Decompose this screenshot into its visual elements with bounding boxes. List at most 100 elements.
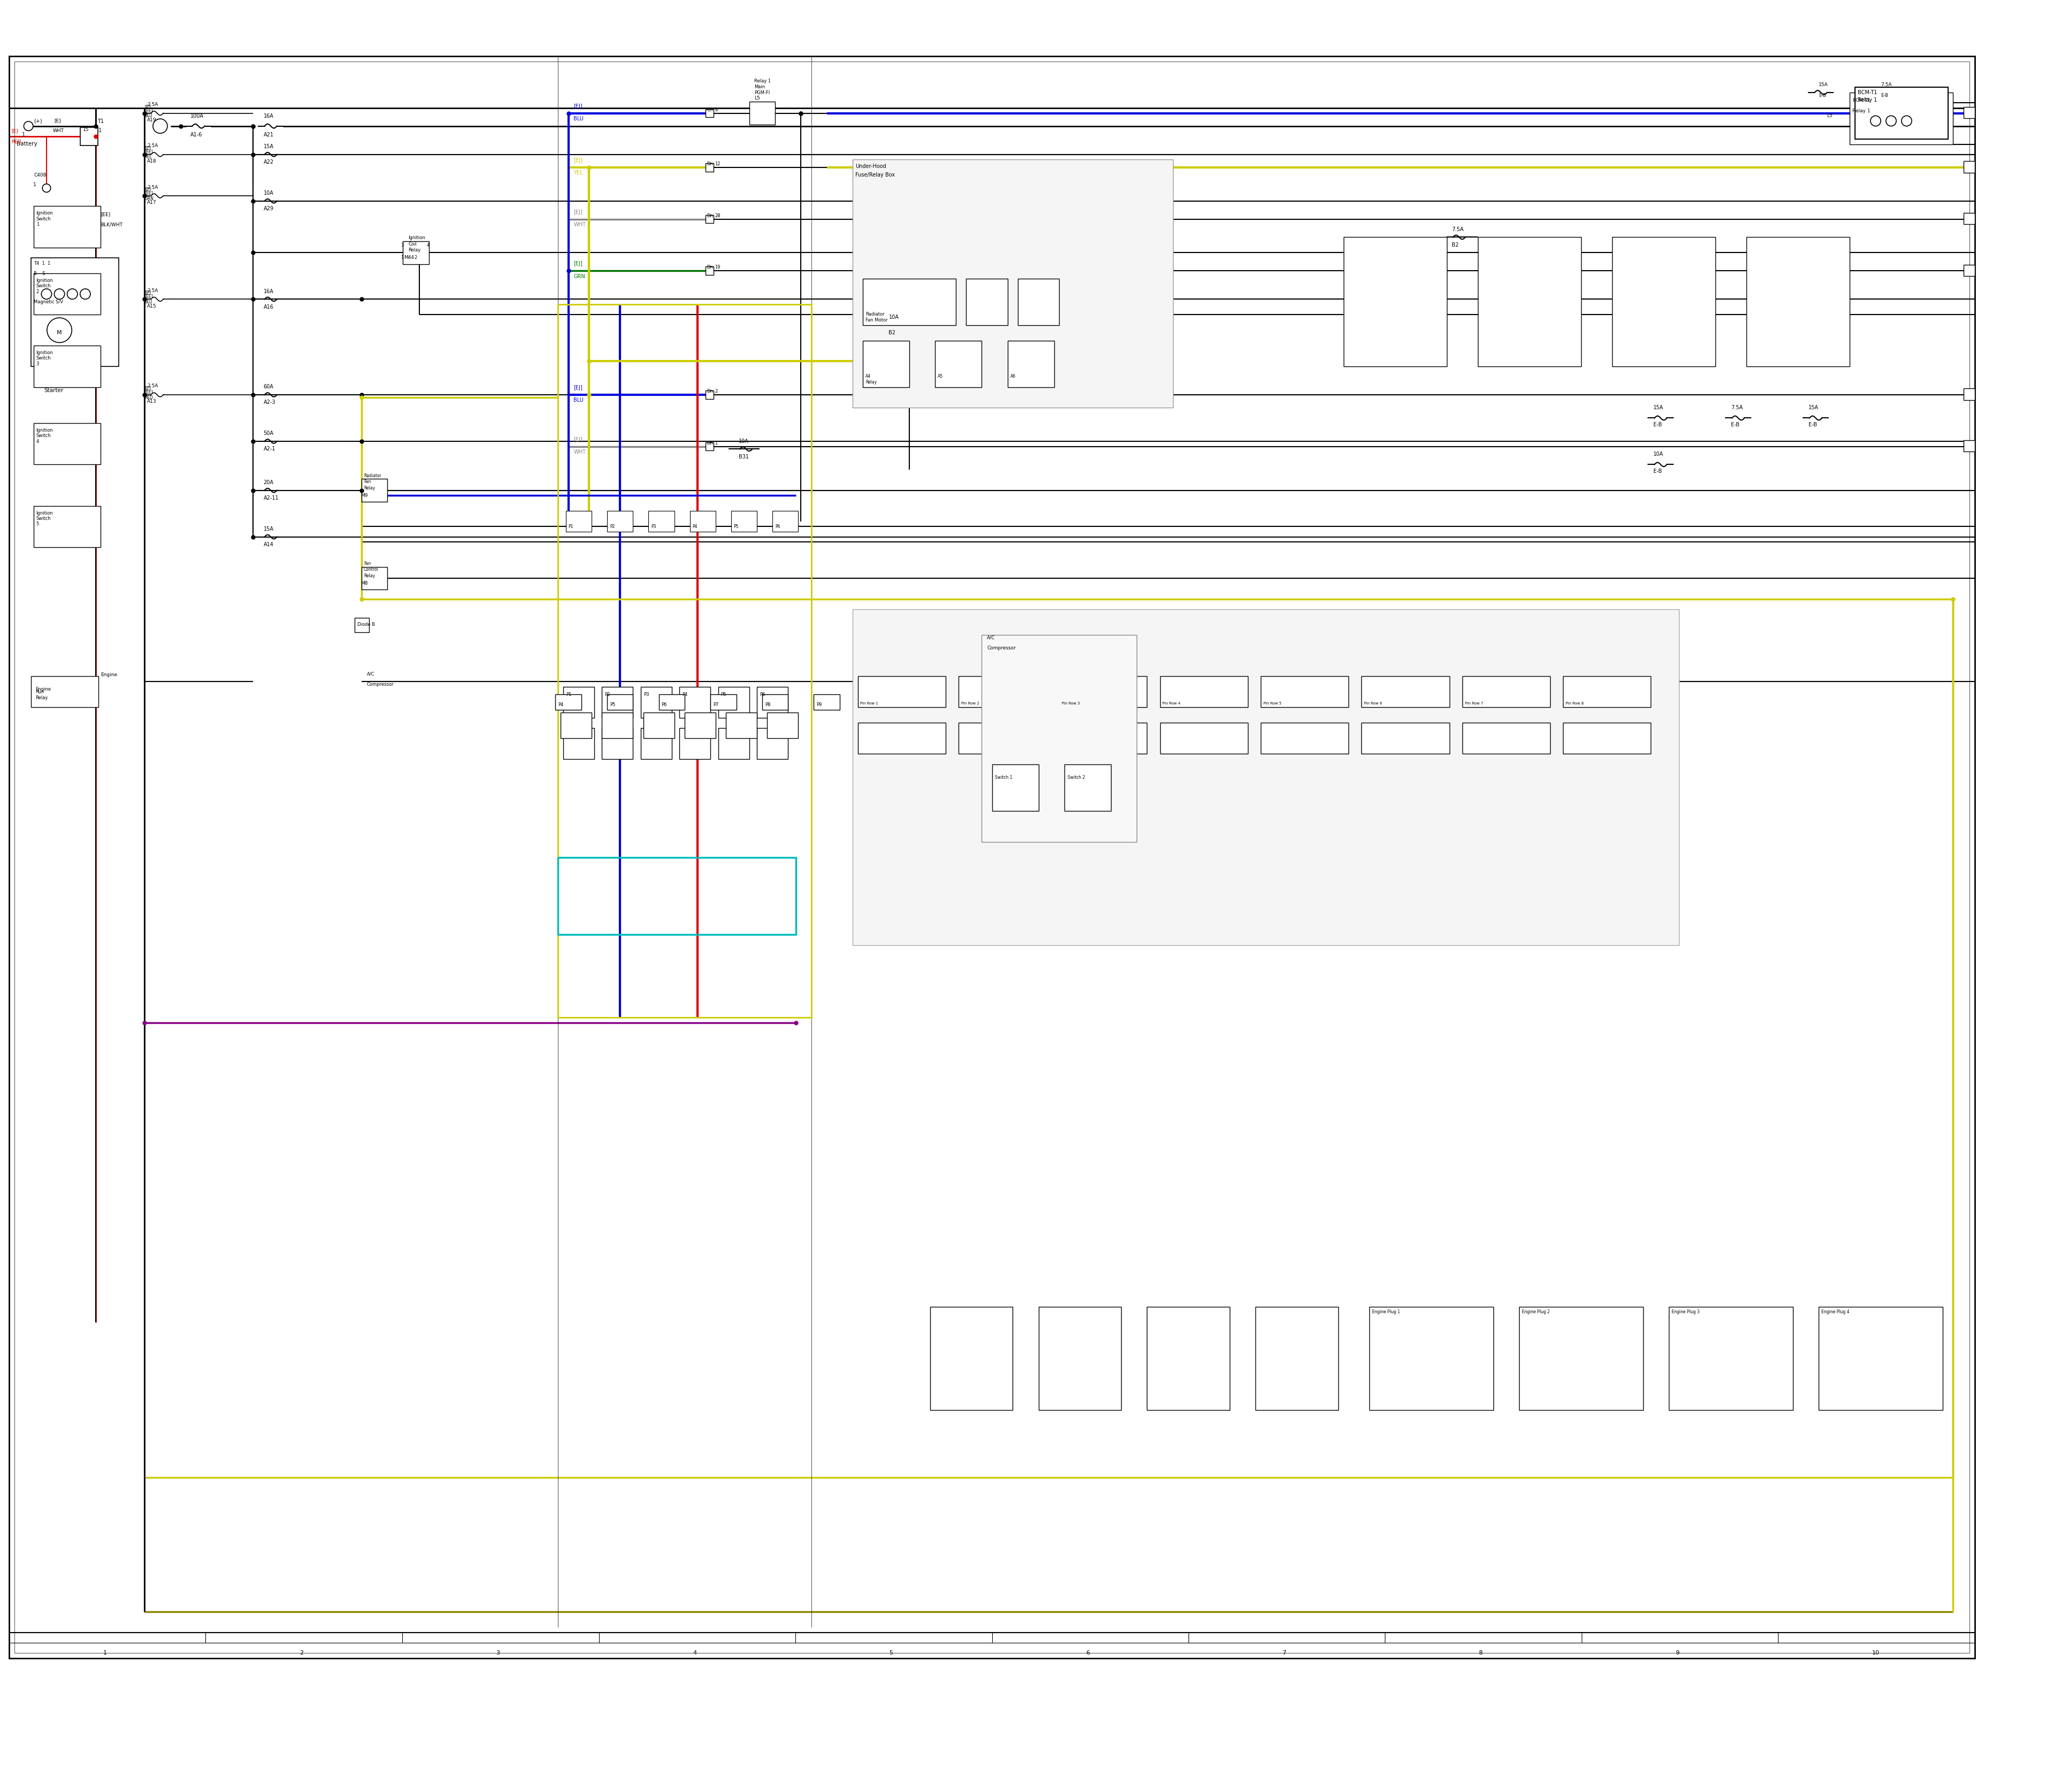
Text: 3: 3 [495, 1650, 499, 1656]
Bar [1746, 237, 1851, 366]
Text: 15A: 15A [263, 527, 273, 532]
Text: 10A: 10A [263, 190, 273, 195]
Text: 7.5A: 7.5A [1732, 405, 1742, 410]
Text: Ignition
Switch
3: Ignition Switch 3 [37, 351, 53, 366]
Bar [762, 695, 789, 710]
Text: 15A: 15A [1653, 405, 1664, 410]
Bar [643, 713, 674, 738]
Text: A/C: A/C [986, 636, 994, 640]
Text: L5: L5 [754, 97, 760, 100]
Bar [559, 857, 795, 935]
Text: 2.5A: 2.5A [148, 143, 158, 149]
Bar [992, 763, 1039, 810]
Text: [EJ]: [EJ] [573, 158, 583, 163]
Bar [561, 713, 592, 738]
Text: [EJ]: [EJ] [573, 104, 583, 109]
Bar [982, 634, 1136, 842]
Text: [EE]
GRN: [EE] GRN [144, 190, 154, 201]
Text: YEL: YEL [573, 170, 583, 176]
Text: P6: P6 [661, 702, 668, 708]
Text: 2.5A: 2.5A [148, 185, 158, 190]
Text: Ignition
Switch
5: Ignition Switch 5 [37, 511, 53, 527]
Circle shape [25, 122, 33, 131]
Bar [758, 728, 789, 760]
Bar [33, 423, 101, 464]
Text: Engine Plug 3: Engine Plug 3 [1672, 1310, 1699, 1315]
Text: M8: M8 [362, 581, 368, 586]
Circle shape [41, 289, 51, 299]
Bar [768, 713, 799, 738]
Text: [E]: [E] [144, 145, 152, 151]
Bar [750, 102, 774, 124]
Text: 10A: 10A [889, 315, 900, 319]
Bar [33, 274, 101, 315]
Text: E-B: E-B [1818, 93, 1826, 99]
Text: 19: 19 [715, 265, 721, 271]
Text: 8: 8 [1479, 1650, 1483, 1656]
Bar [959, 676, 1045, 708]
Text: 1: 1 [23, 133, 25, 138]
Bar [705, 443, 713, 450]
Text: Fan: Fan [364, 478, 372, 484]
Bar [935, 340, 982, 387]
Bar [1964, 108, 1974, 118]
Bar [863, 340, 910, 387]
Text: 10A: 10A [1653, 452, 1664, 457]
Text: Pin Row 4: Pin Row 4 [1163, 702, 1181, 704]
Text: 4: 4 [427, 242, 429, 247]
Text: A2-3: A2-3 [263, 400, 275, 405]
Text: E-B: E-B [1881, 93, 1888, 99]
Text: [E]: [E] [144, 186, 152, 192]
Text: P1: P1 [565, 692, 571, 697]
Text: B2: B2 [889, 330, 896, 335]
Text: Switch 2: Switch 2 [1068, 774, 1085, 780]
Text: 5: 5 [889, 1650, 893, 1656]
Text: [EE]
BLU: [EE] BLU [144, 294, 152, 305]
Bar [1855, 88, 1947, 140]
Bar [555, 695, 581, 710]
Text: 20A: 20A [263, 480, 273, 486]
Text: Engine Plug 4: Engine Plug 4 [1822, 1310, 1849, 1315]
Text: 16A: 16A [263, 113, 273, 118]
Bar [1039, 1306, 1121, 1410]
Bar [1964, 213, 1974, 224]
Bar [563, 686, 594, 719]
Bar [1964, 161, 1974, 172]
Text: BCM-T1: BCM-T1 [1857, 90, 1877, 95]
Text: Main: Main [754, 84, 766, 90]
Text: 15A: 15A [1818, 82, 1828, 88]
Text: A1-6: A1-6 [191, 133, 201, 138]
Text: Dn: Dn [707, 265, 713, 271]
Text: [EJ]: [EJ] [573, 262, 583, 267]
Text: 10A: 10A [739, 439, 750, 444]
Text: Engine Plug 2: Engine Plug 2 [1522, 1310, 1549, 1315]
Text: A6: A6 [1011, 375, 1015, 385]
Text: A15: A15 [148, 303, 156, 308]
Text: Under-Hood: Under-Hood [854, 163, 885, 168]
Text: L5: L5 [1826, 113, 1832, 118]
Text: WHT: WHT [573, 222, 585, 228]
Text: BLU: BLU [573, 398, 583, 403]
Bar [758, 686, 789, 719]
Text: 2: 2 [415, 254, 417, 260]
Bar [602, 713, 633, 738]
Text: Relay: Relay [364, 573, 376, 579]
Text: Starter: Starter [43, 387, 64, 392]
Bar [1964, 389, 1974, 400]
Bar [772, 511, 799, 532]
Text: 2: 2 [300, 1650, 304, 1656]
Bar [1818, 1306, 1943, 1410]
Text: [EJ]: [EJ] [573, 437, 583, 443]
Text: E-B: E-B [1732, 421, 1740, 426]
Text: Pin Row 2: Pin Row 2 [961, 702, 980, 704]
Text: A17: A17 [148, 201, 156, 204]
Text: [EE]
YEL: [EE] YEL [144, 149, 152, 159]
Text: 4: 4 [692, 1650, 696, 1656]
Text: 7.5A: 7.5A [1452, 226, 1465, 231]
Text: 60A: 60A [263, 383, 273, 389]
Bar [705, 109, 713, 116]
Bar [641, 728, 672, 760]
Text: Compressor: Compressor [986, 645, 1015, 650]
Text: 8: 8 [715, 108, 717, 113]
Text: [E]: [E] [144, 385, 152, 391]
